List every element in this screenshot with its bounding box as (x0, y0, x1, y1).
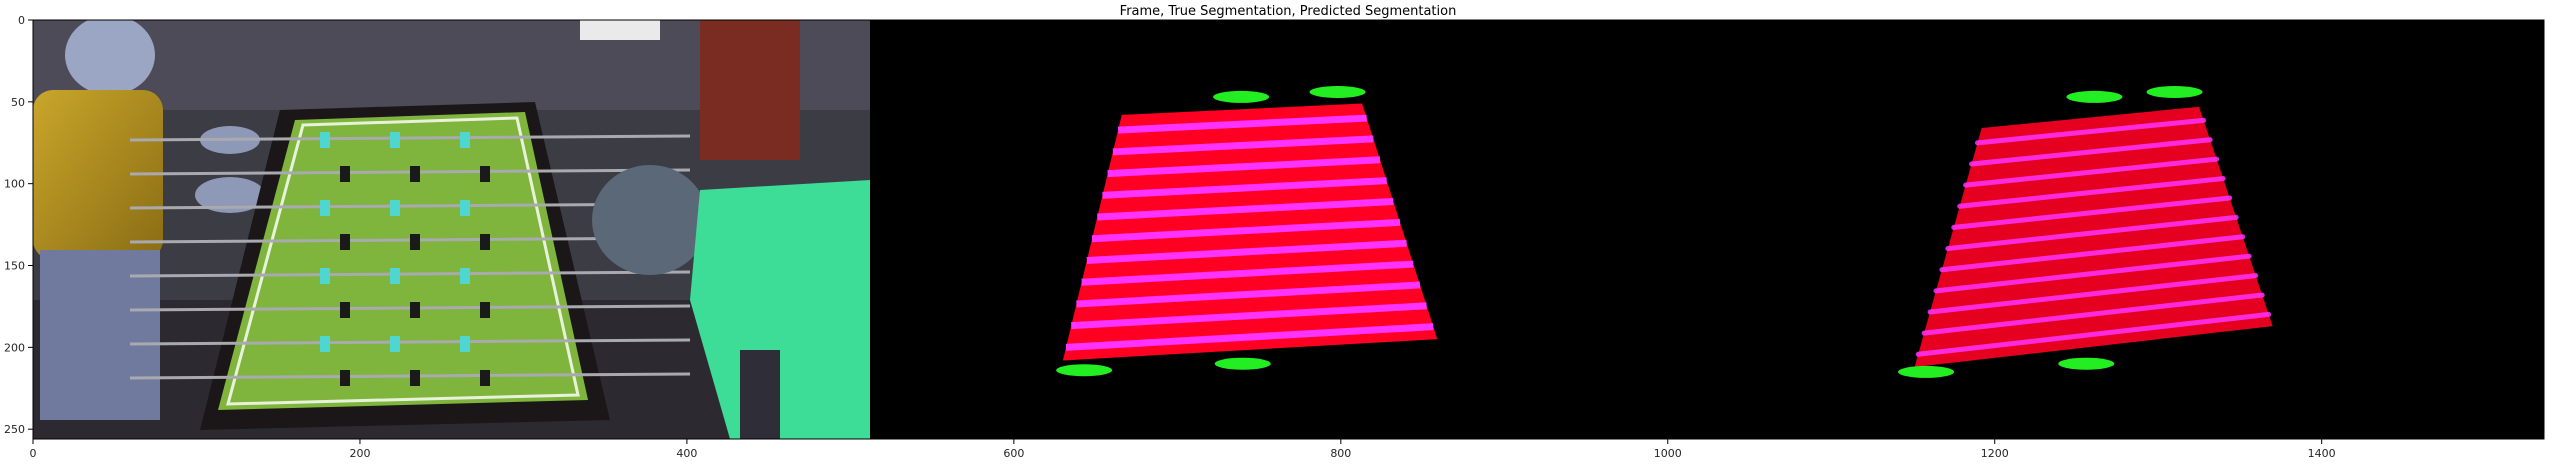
foosball-rod (129, 134, 691, 142)
y-tick-label: 150 (4, 260, 25, 273)
frame-photo (33, 20, 870, 439)
x-tick-label: 400 (676, 447, 697, 460)
plot-area (33, 20, 2544, 439)
foosball-figure (460, 132, 470, 148)
foosball-rod (129, 338, 691, 346)
foosball-figure (390, 268, 400, 284)
rod-stripe (1081, 260, 1414, 286)
rod-stripe (1915, 311, 2272, 357)
rod-stripe (1107, 156, 1381, 178)
y-tick-label: 200 (4, 341, 25, 354)
x-tick-label: 1200 (1981, 447, 2009, 460)
foosball-figure (340, 166, 350, 182)
y-tick-label: 250 (4, 423, 25, 436)
foosball-figure (320, 336, 330, 352)
foosball-figure (460, 200, 470, 216)
player-blob (1309, 86, 1366, 99)
rod-stripe (1933, 253, 2252, 294)
foosball-figure (320, 200, 330, 216)
player-blob (1056, 364, 1113, 377)
foosball-figure (480, 302, 490, 318)
right-player-body (690, 180, 870, 439)
foosball-figure (480, 234, 490, 250)
player-blob (2058, 357, 2115, 370)
foosball-figure (320, 132, 330, 148)
foosball-figure (390, 200, 400, 216)
foosball-figure (410, 166, 420, 182)
foosball-figure (320, 268, 330, 284)
foosball-figure (460, 336, 470, 352)
x-tick-label: 0 (30, 447, 37, 460)
rod-stripe (1097, 198, 1394, 221)
rod-stripe (1974, 117, 2207, 146)
rod-stripe (1112, 135, 1374, 156)
chart-title: Frame, True Segmentation, Predicted Segm… (1120, 4, 1457, 19)
player-blob (1898, 365, 1955, 378)
table-felt (218, 112, 588, 410)
rod-stripe (1921, 292, 2265, 336)
true-segmentation-mask (1056, 86, 1438, 377)
foosball-figure (410, 370, 420, 386)
rod-stripe (1939, 234, 2246, 273)
rod-stripe (1969, 137, 2213, 167)
rod-stripe (1927, 273, 2259, 315)
foosball-figure (410, 234, 420, 250)
player-blob (1214, 357, 1271, 370)
player-blob (1213, 90, 1270, 103)
rod-stripe (1102, 177, 1387, 199)
rod-stripe (1957, 176, 2226, 209)
rod-stripe (1071, 302, 1427, 330)
x-tick-label: 600 (1003, 447, 1024, 460)
x-tick-label: 800 (1330, 447, 1351, 460)
foosball-figure (340, 370, 350, 386)
x-tick-label: 200 (349, 447, 370, 460)
x-tick-label: 1000 (1654, 447, 1682, 460)
rod-stripe (1945, 214, 2239, 252)
left-player-head (65, 20, 155, 95)
foosball-figure (480, 370, 490, 386)
foosball-figure (480, 166, 490, 182)
right-player-head (592, 165, 708, 275)
foosball-figure (340, 234, 350, 250)
y-tick-label: 50 (11, 96, 25, 109)
rod-stripe (1065, 323, 1434, 351)
foosball-figure (390, 132, 400, 148)
rod-stripe (1951, 195, 2233, 230)
rod-stripe (1963, 156, 2220, 188)
left-player-body (33, 90, 163, 260)
rod-stripe (1117, 114, 1367, 134)
y-tick-label: 100 (4, 178, 25, 191)
axes-frame (32, 19, 2545, 440)
rod-stripe (1086, 239, 1407, 264)
rod-stripe (1076, 281, 1421, 308)
foosball-figure (410, 302, 420, 318)
foosball-rod (129, 270, 691, 278)
foosball-figure (390, 336, 400, 352)
player-blob (2066, 90, 2123, 103)
x-tick-label: 1400 (2308, 447, 2336, 460)
y-tick-label: 0 (18, 14, 25, 27)
rod-stripe (1091, 218, 1401, 243)
predicted-segmentation-mask (1898, 86, 2273, 378)
x-axis: 0 200 400 600 800 1000 1200 1400 (30, 439, 2336, 460)
player-blob (2146, 86, 2203, 99)
y-axis: 0 50 100 150 200 250 (4, 14, 33, 436)
foosball-figure (340, 302, 350, 318)
foosball-figure (460, 268, 470, 284)
